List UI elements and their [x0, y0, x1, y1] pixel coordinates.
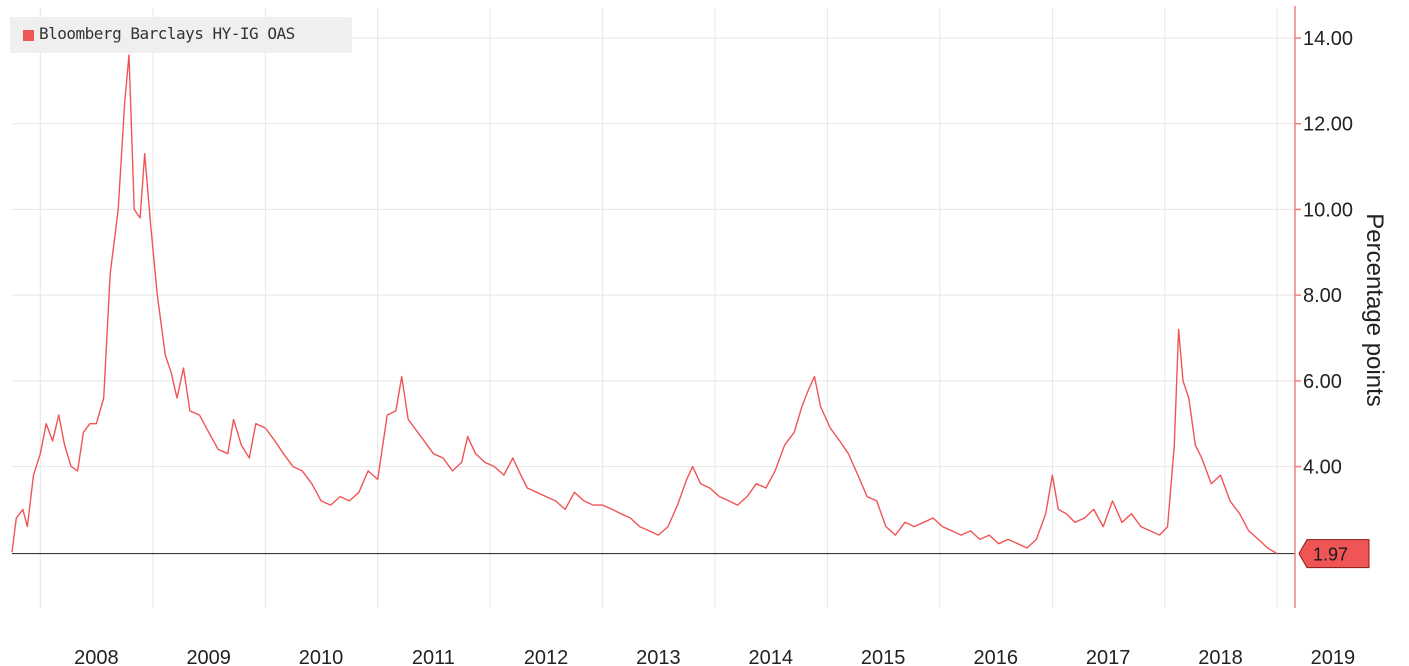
x-tick-label: 2018	[1198, 647, 1243, 666]
last-value-label: 1.97	[1313, 545, 1348, 565]
x-tick-label: 2016	[974, 647, 1019, 666]
x-tick-label: 2017	[1086, 647, 1131, 666]
grid-lines	[12, 37, 1295, 468]
x-tick-label: 2019	[1311, 647, 1356, 666]
y-axis-ticks: 4.00 6.00 8.00 10.00 12.00 14.00	[1295, 28, 1353, 479]
y-tick-label: 8.00	[1303, 285, 1342, 307]
x-tick-label: 2013	[636, 647, 681, 666]
last-value-badge	[1298, 539, 1370, 569]
x-tick-label: 2015	[861, 647, 906, 666]
x-tick-label: 2010	[299, 647, 344, 666]
x-tick-label: 2008	[74, 647, 119, 666]
x-grid-lines	[39, 8, 1278, 608]
x-tick-label: 2014	[749, 647, 794, 666]
y-tick-label: 12.00	[1303, 114, 1353, 136]
last-value-tag: 1.97	[1298, 539, 1370, 569]
legend-series-label: Bloomberg Barclays HY-IG OAS	[39, 24, 295, 43]
y-axis-title: Percentage points	[1361, 213, 1388, 407]
y-tick-label: 4.00	[1303, 457, 1342, 479]
x-axis-ticks: 2008 2009 2010 2011 2012 2013 2014 2015 2016 2017…	[74, 647, 1356, 666]
series-line	[11, 54, 1278, 555]
x-tick-label: 2009	[186, 647, 231, 666]
y-tick-label: 14.00	[1303, 28, 1353, 50]
y-tick-label: 6.00	[1303, 371, 1342, 393]
x-tick-label: 2011	[412, 647, 455, 666]
y-tick-label: 10.00	[1303, 199, 1353, 221]
x-tick-label: 2012	[524, 647, 569, 666]
legend: Bloomberg Barclays HY-IG OAS	[10, 17, 352, 53]
legend-swatch	[23, 30, 34, 41]
